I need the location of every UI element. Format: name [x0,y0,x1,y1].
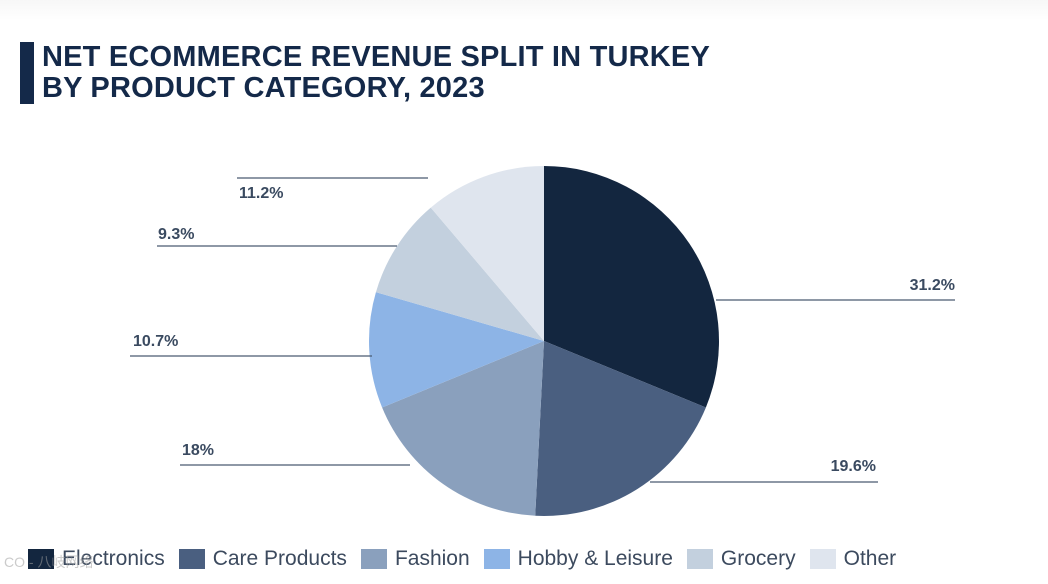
chart-legend: Electronics Care Products Fashion Hobby & L… [28,546,910,572]
pie-slice-fashion [382,341,544,516]
legend-item: Hobby & Leisure [483,547,673,571]
legend-item: Care Products [178,547,347,571]
watermark: CO - 八岐网络 [4,554,94,570]
legend-item: Other [809,547,897,571]
top-bar [0,0,1048,20]
legend-swatch [483,549,510,569]
legend-swatch [360,549,387,569]
pie-slice-electronics [544,166,720,408]
chart-title-block: NET ECOMMERCE REVENUE SPLIT IN TURKEY BY… [20,42,742,104]
legend-label: Care Products [212,547,347,570]
legend-item: Fashion [360,547,470,571]
leader-lines [130,177,955,483]
legend-label: Fashion [394,547,470,570]
title-accent-bar [20,42,34,104]
percent-label: 9.3% [158,226,194,243]
percent-label: 31.2% [910,277,955,294]
legend-swatch [178,549,205,569]
legend-label: Hobby & Leisure [517,547,673,570]
pie-slice-care-products [535,341,706,517]
legend-label: Grocery [720,547,796,570]
pie-slice-grocery [375,207,544,341]
legend-item: Electronics [28,547,165,571]
pie-slice-hobby-leisure [369,292,544,408]
percent-labels: 31.2% 19.6% 18% 10.7% 9.3% 11.2% [133,185,955,475]
chart-title: NET ECOMMERCE REVENUE SPLIT IN TURKEY BY… [42,41,711,104]
percent-label: 18% [182,442,214,459]
legend-item: Grocery [686,547,796,571]
legend-label: Other [843,547,897,570]
pie-slice-other [430,166,544,341]
legend-swatch [809,549,836,569]
legend-label: Electronics [62,547,165,570]
percent-label: 11.2% [239,185,283,202]
percent-label: 19.6% [831,458,876,475]
percent-label: 10.7% [133,333,178,350]
legend-swatch [686,549,713,569]
pie-slices [369,166,720,517]
legend-swatch [28,549,54,569]
